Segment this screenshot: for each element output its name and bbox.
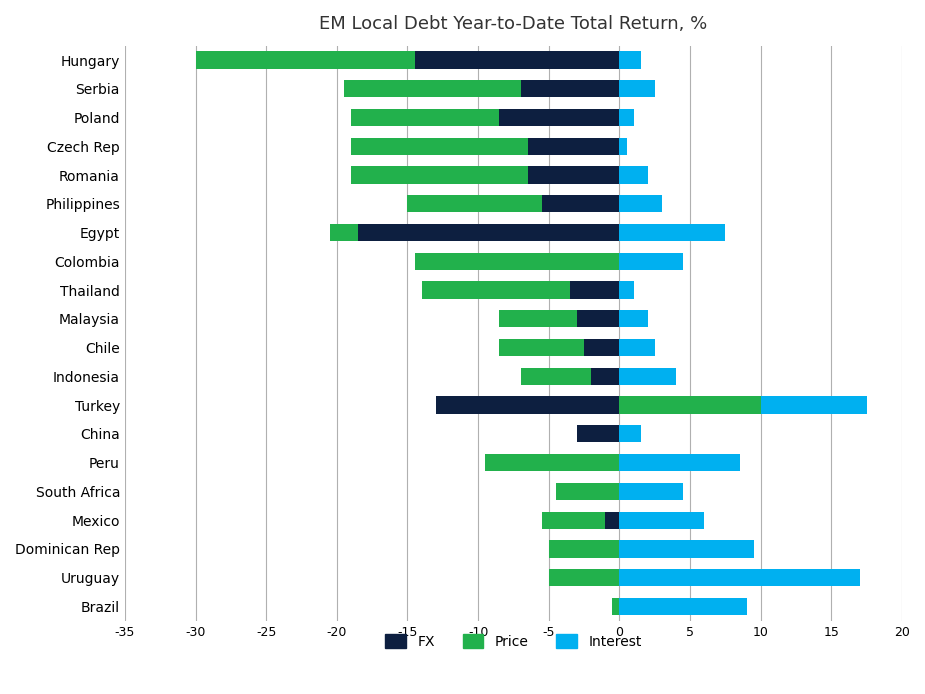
Bar: [521, 81, 620, 97]
Bar: [620, 81, 655, 97]
Bar: [408, 195, 542, 212]
Bar: [620, 540, 754, 557]
Bar: [620, 598, 746, 615]
Bar: [620, 282, 634, 298]
Bar: [620, 195, 661, 212]
Bar: [527, 137, 620, 155]
Bar: [521, 368, 591, 385]
Bar: [195, 51, 414, 69]
Bar: [620, 253, 683, 270]
Bar: [500, 310, 577, 328]
Bar: [620, 167, 647, 184]
Bar: [620, 569, 859, 586]
Bar: [620, 137, 626, 155]
Bar: [549, 569, 620, 586]
Bar: [344, 81, 521, 97]
Bar: [556, 483, 620, 500]
Bar: [620, 483, 683, 500]
Bar: [577, 425, 620, 443]
Bar: [351, 167, 527, 184]
Bar: [486, 454, 620, 471]
Bar: [620, 511, 704, 529]
Bar: [414, 51, 620, 69]
Bar: [500, 109, 620, 126]
Bar: [549, 540, 620, 557]
Bar: [542, 511, 605, 529]
Bar: [620, 396, 760, 414]
Title: EM Local Debt Year-to-Date Total Return, %: EM Local Debt Year-to-Date Total Return,…: [319, 15, 708, 33]
Bar: [620, 368, 676, 385]
Bar: [620, 454, 740, 471]
Bar: [591, 368, 620, 385]
Bar: [620, 109, 634, 126]
Bar: [351, 137, 527, 155]
Bar: [351, 109, 500, 126]
Bar: [612, 598, 620, 615]
Bar: [620, 339, 655, 356]
Bar: [414, 253, 620, 270]
Bar: [542, 195, 620, 212]
Legend: FX, Price, Interest: FX, Price, Interest: [380, 628, 648, 654]
Bar: [500, 339, 584, 356]
Bar: [620, 51, 641, 69]
Bar: [436, 396, 620, 414]
Bar: [620, 310, 647, 328]
Bar: [329, 224, 358, 242]
Bar: [570, 282, 620, 298]
Bar: [422, 282, 570, 298]
Bar: [527, 167, 620, 184]
Bar: [760, 396, 867, 414]
Bar: [620, 425, 641, 443]
Bar: [584, 339, 620, 356]
Bar: [358, 224, 620, 242]
Bar: [605, 511, 620, 529]
Bar: [577, 310, 620, 328]
Bar: [620, 224, 725, 242]
